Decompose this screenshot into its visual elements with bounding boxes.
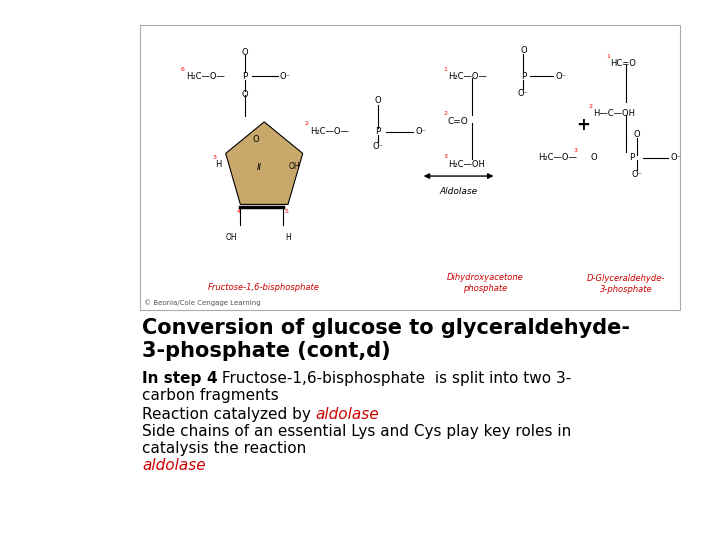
Text: 1: 1 (444, 66, 447, 72)
Text: 1: 1 (606, 54, 610, 59)
Text: O⁻: O⁻ (670, 153, 681, 162)
Text: H: H (215, 160, 222, 169)
Text: Reaction catalyzed by: Reaction catalyzed by (142, 407, 316, 422)
Text: Side chains of an essential Lys and Cys play key roles in: Side chains of an essential Lys and Cys … (142, 424, 571, 439)
Text: H: H (286, 233, 292, 242)
Text: P: P (521, 72, 526, 81)
Text: In step: In step (142, 372, 207, 386)
Text: O⁻: O⁻ (556, 72, 567, 81)
Text: 2: 2 (305, 121, 308, 126)
Bar (140, 25, 680, 310)
Text: O⁻: O⁻ (279, 72, 290, 81)
Text: 3: 3 (212, 155, 217, 160)
Text: aldolase: aldolase (316, 407, 379, 422)
Text: 2: 2 (589, 104, 593, 109)
Text: O: O (520, 46, 527, 55)
Text: H₂C—O—: H₂C—O— (186, 72, 225, 81)
Text: O: O (242, 90, 248, 99)
Text: H—C—OH: H—C—OH (593, 109, 636, 118)
Text: 6: 6 (180, 66, 184, 72)
Text: O: O (253, 134, 259, 144)
Text: +: + (576, 116, 590, 134)
Text: catalysis the reaction: catalysis the reaction (142, 441, 306, 456)
Text: Aldolase: Aldolase (439, 187, 477, 196)
Text: carbon fragments: carbon fragments (142, 388, 279, 403)
Text: O⁻: O⁻ (415, 127, 426, 137)
Text: O⁻: O⁻ (518, 89, 529, 98)
Text: 3-phosphate (cont,d): 3-phosphate (cont,d) (142, 341, 391, 361)
Text: 4: 4 (207, 372, 217, 386)
Text: Fructose-1,6-bisphosphate: Fructose-1,6-bisphosphate (208, 283, 320, 292)
Text: 2: 2 (443, 111, 447, 116)
Polygon shape (225, 122, 302, 205)
Text: aldolase: aldolase (142, 458, 206, 473)
Text: II: II (256, 163, 261, 172)
Text: Conversion of glucose to glyceraldehyde-: Conversion of glucose to glyceraldehyde- (142, 318, 630, 338)
Text: O: O (634, 130, 640, 139)
Text: P: P (243, 72, 248, 81)
Text: H₂C—OH: H₂C—OH (448, 160, 485, 169)
Text: P: P (375, 127, 380, 137)
Text: Fructose-1,6-bisphosphate  is split into two 3-: Fructose-1,6-bisphosphate is split into … (217, 372, 572, 386)
Text: O⁻: O⁻ (631, 170, 642, 179)
Text: Dihydroxyacetone
phosphate: Dihydroxyacetone phosphate (447, 273, 524, 293)
Text: OH: OH (289, 161, 300, 171)
Text: O: O (590, 153, 597, 162)
Text: 5: 5 (285, 209, 289, 214)
Text: H₂C—O—: H₂C—O— (310, 127, 349, 137)
Text: O: O (374, 96, 381, 105)
Text: © Beonia/Cole Cengage Learning: © Beonia/Cole Cengage Learning (144, 299, 261, 306)
Text: O: O (242, 48, 248, 57)
Text: H₂C—O—: H₂C—O— (448, 72, 487, 81)
Text: C=O: C=O (448, 117, 469, 126)
Text: O⁻: O⁻ (372, 141, 383, 151)
Text: 4: 4 (236, 209, 240, 214)
Text: HC=O: HC=O (610, 59, 636, 68)
Text: H₂C—O—: H₂C—O— (539, 153, 577, 162)
Text: 3: 3 (443, 153, 447, 159)
Text: OH: OH (226, 233, 238, 242)
Text: P: P (629, 153, 634, 162)
Text: D-Glyceraldehyde-
3-phosphate: D-Glyceraldehyde- 3-phosphate (587, 274, 665, 294)
Text: 3: 3 (574, 148, 577, 153)
